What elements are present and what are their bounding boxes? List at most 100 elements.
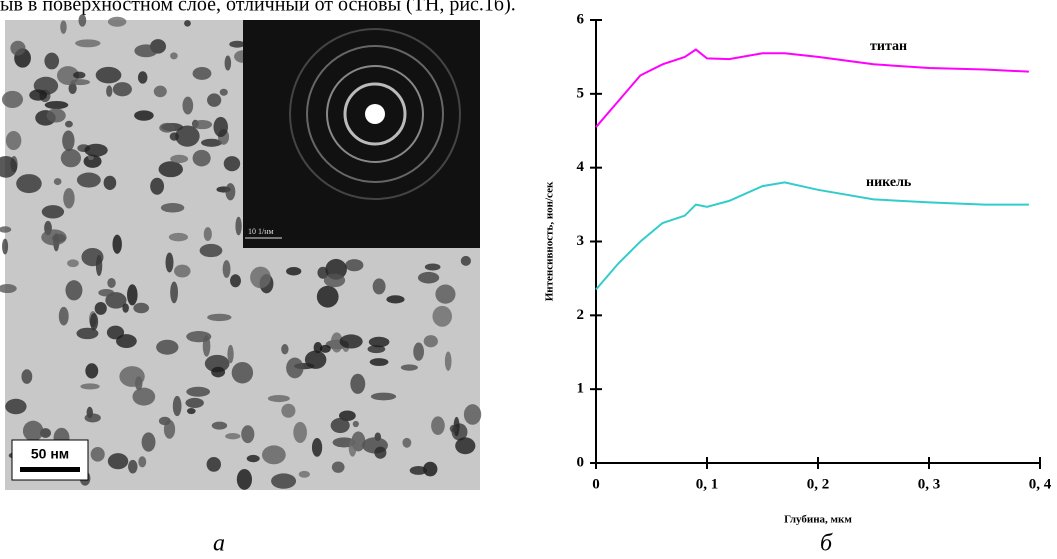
- grain: [150, 177, 165, 195]
- x-tick-label: 0, 1: [696, 476, 719, 492]
- grain: [63, 187, 75, 209]
- grain: [107, 277, 116, 289]
- grain: [250, 266, 271, 289]
- grain: [224, 55, 232, 71]
- grain: [134, 44, 158, 58]
- grain: [311, 437, 323, 457]
- grain: [202, 335, 211, 357]
- grain: [76, 327, 99, 340]
- grain: [62, 130, 75, 151]
- grain: [138, 456, 147, 468]
- grain: [85, 363, 99, 379]
- header-text: ыв в поверхностном слое, отличный от осн…: [0, 0, 516, 16]
- grain: [400, 364, 418, 371]
- y-tick-label: 3: [577, 233, 585, 249]
- grain: [105, 292, 127, 309]
- grain: [298, 470, 310, 478]
- grain: [431, 416, 445, 435]
- grain: [192, 119, 213, 130]
- grain: [229, 40, 246, 48]
- grain: [185, 397, 204, 408]
- grain: [225, 183, 236, 201]
- grain: [128, 459, 138, 474]
- grain: [213, 116, 228, 137]
- grain: [58, 306, 69, 326]
- y-tick-label: 5: [577, 85, 585, 101]
- grain: [80, 383, 100, 390]
- grain: [127, 284, 138, 306]
- grain: [133, 302, 150, 314]
- x-tick-label: 0, 4: [1029, 476, 1052, 492]
- grain: [317, 266, 329, 279]
- grain: [90, 447, 105, 462]
- grain: [331, 461, 345, 473]
- grain: [345, 259, 364, 272]
- grain: [98, 288, 115, 297]
- grain: [137, 71, 148, 84]
- grain: [116, 334, 137, 349]
- grain: [89, 313, 99, 331]
- grain: [122, 303, 129, 313]
- grain: [184, 20, 191, 27]
- inset-scale: 10 1/нм: [248, 227, 274, 236]
- grain: [246, 454, 260, 463]
- ring: [343, 82, 407, 146]
- grain: [330, 417, 350, 434]
- ring: [326, 65, 424, 163]
- grain: [286, 267, 302, 276]
- grain: [319, 344, 331, 353]
- grain: [106, 85, 113, 97]
- grain: [95, 66, 122, 84]
- grain: [230, 274, 241, 288]
- grain: [236, 468, 253, 490]
- grain: [163, 419, 176, 439]
- y-tick-label: 0: [577, 454, 585, 470]
- grain: [46, 108, 66, 123]
- grain: [29, 89, 48, 101]
- grain: [78, 14, 87, 27]
- grain: [192, 149, 211, 167]
- grain: [186, 407, 196, 415]
- line: [595, 48, 1029, 128]
- grain: [73, 71, 86, 79]
- grain: [261, 445, 286, 465]
- grain: [444, 351, 452, 371]
- grain: [0, 226, 12, 233]
- y-axis-label: Интенсивность, ион/сек: [544, 181, 556, 301]
- grain: [107, 16, 127, 27]
- grain: [182, 96, 194, 115]
- grain: [423, 461, 438, 477]
- y-tick-label: 4: [577, 159, 585, 175]
- grain: [219, 88, 228, 96]
- grain: [222, 260, 231, 278]
- grain: [207, 313, 232, 322]
- grain: [449, 424, 458, 433]
- grain: [374, 446, 387, 459]
- grain: [5, 130, 22, 151]
- grain: [158, 161, 183, 178]
- grain: [44, 52, 60, 70]
- grain: [435, 284, 456, 304]
- grain: [350, 373, 366, 394]
- grain: [370, 392, 397, 401]
- grain: [119, 366, 145, 387]
- grain: [132, 387, 156, 406]
- grain: [460, 255, 471, 266]
- grain: [44, 100, 69, 110]
- grain: [168, 232, 189, 242]
- grain: [67, 259, 79, 268]
- grain: [170, 154, 189, 164]
- grain: [165, 252, 174, 273]
- micrograph: 10 1/нм 50 нм: [0, 14, 482, 490]
- chart: 0 1 2 3 4 5 6 0 0, 1 0, 2 0, 3 0, 4 Глубина, мкм Инте…: [544, 11, 1052, 525]
- grain: [134, 110, 154, 121]
- grain: [293, 421, 307, 443]
- grain: [206, 456, 221, 472]
- grain: [94, 301, 107, 315]
- grain: [84, 413, 101, 423]
- grain: [330, 332, 343, 353]
- grain: [409, 465, 428, 475]
- grain: [455, 437, 476, 455]
- grain: [68, 82, 77, 95]
- grain: [417, 271, 440, 284]
